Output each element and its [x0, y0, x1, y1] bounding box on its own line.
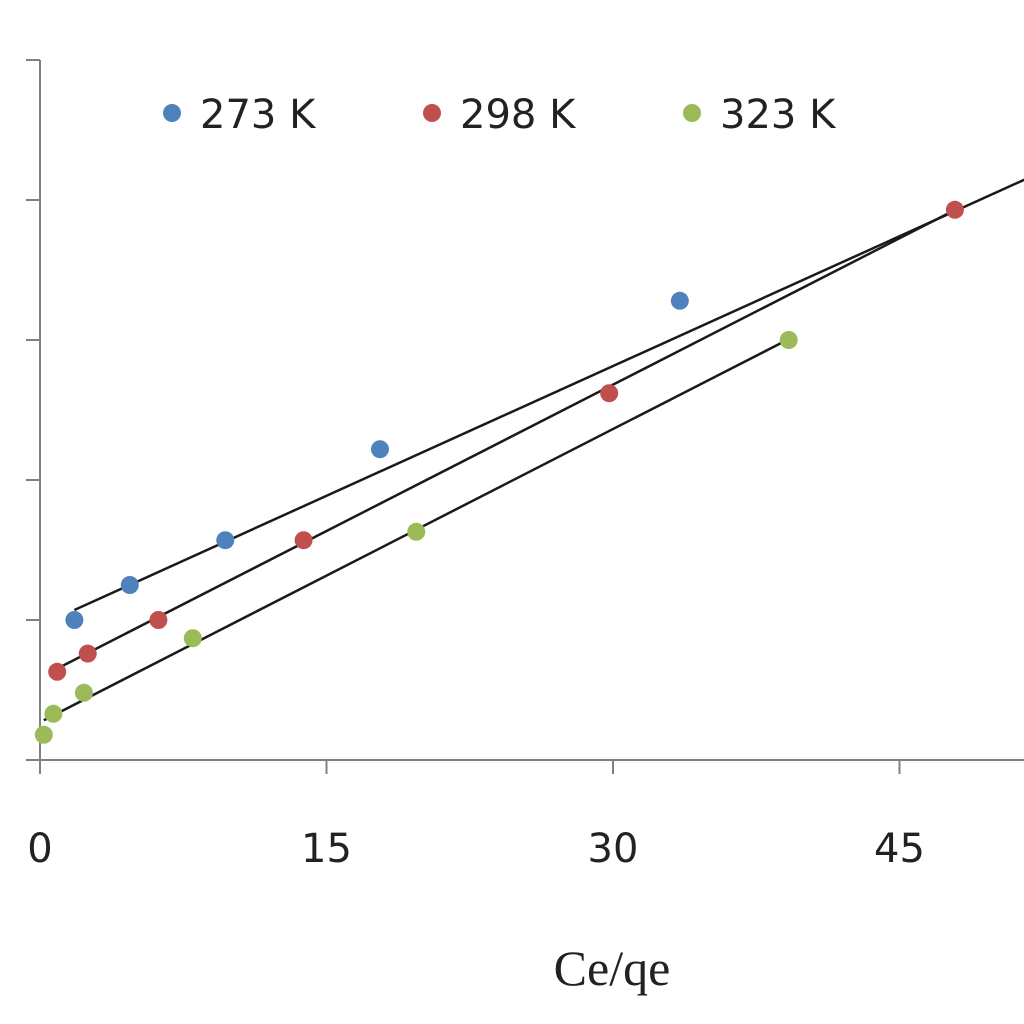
fit-line [56, 208, 956, 670]
data-points [34, 200, 964, 744]
data-point [216, 531, 235, 550]
legend-marker [423, 104, 441, 122]
data-point [44, 704, 63, 723]
x-tick-label: 45 [874, 826, 925, 872]
legend-label: 323 K [720, 92, 837, 138]
data-point [48, 662, 67, 681]
x-axis-label: Ce/qe [554, 940, 671, 996]
data-point [294, 531, 313, 550]
x-tick-label: 0 [27, 826, 52, 872]
data-point [945, 200, 964, 219]
data-point [670, 291, 689, 310]
data-point [120, 576, 139, 594]
legend-marker [683, 104, 701, 122]
data-point [74, 683, 93, 702]
data-point [65, 611, 84, 629]
data-point [407, 522, 426, 541]
data-point [34, 725, 53, 744]
x-tick-label: 15 [301, 826, 352, 872]
data-point [370, 440, 389, 459]
legend: 273 K 298 K 323 K [163, 92, 837, 138]
legend-marker [163, 104, 181, 122]
data-point [779, 331, 798, 349]
data-point [183, 629, 202, 648]
fit-line [73, 178, 1024, 612]
data-point [149, 611, 168, 629]
data-point [78, 644, 97, 663]
legend-label: 298 K [460, 92, 577, 138]
axes: 0 15 30 45 [26, 59, 1024, 872]
legend-label: 273 K [200, 92, 317, 138]
data-point [600, 384, 619, 403]
x-tick-label: 30 [588, 826, 639, 872]
